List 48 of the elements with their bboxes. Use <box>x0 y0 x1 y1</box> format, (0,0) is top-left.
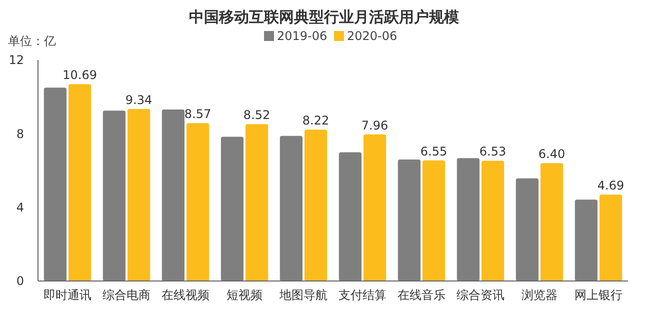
x-tick-label: 地图导航 <box>278 288 328 302</box>
bar <box>456 158 480 281</box>
x-tick-label: 在线音乐 <box>398 288 446 302</box>
legend-label: 2020-06 <box>347 29 398 43</box>
data-label: 8.22 <box>302 114 330 128</box>
x-tick-label: 支付结算 <box>338 288 386 302</box>
x-tick-label: 短视频 <box>226 288 262 302</box>
data-label: 7.96 <box>361 118 388 132</box>
bar <box>422 160 446 281</box>
bar <box>338 152 362 281</box>
bar <box>68 84 92 281</box>
data-label: 6.55 <box>420 144 448 158</box>
bar <box>280 136 303 281</box>
bar <box>127 108 150 281</box>
data-label: 10.69 <box>62 68 97 82</box>
y-tick-label: 4 <box>16 200 24 215</box>
data-label: 4.69 <box>597 178 624 193</box>
bar <box>304 130 328 281</box>
bar <box>481 160 504 281</box>
data-label: 6.53 <box>479 144 506 159</box>
data-label: 8.52 <box>243 108 270 122</box>
bar <box>44 88 67 281</box>
x-tick-label: 综合资讯 <box>456 288 504 302</box>
bar <box>516 178 539 281</box>
data-label: 6.40 <box>538 147 566 162</box>
bar <box>398 159 421 281</box>
y-tick-label: 12 <box>8 53 24 68</box>
y-tick-label: 0 <box>16 274 24 288</box>
chart-title: 中国移动互联网典型行业月活跃用户规模 <box>189 8 460 26</box>
bar <box>102 110 126 281</box>
data-label: 8.57 <box>184 107 212 122</box>
bar <box>220 136 244 281</box>
y-tick-label: 8 <box>16 126 24 141</box>
bar <box>162 110 185 281</box>
x-tick-label: 网上银行 <box>574 288 622 302</box>
bar <box>186 123 210 281</box>
bar <box>540 163 564 281</box>
bar <box>245 124 268 281</box>
x-tick-label: 浏览器 <box>522 288 558 302</box>
legend-label: 2019-06 <box>277 29 328 43</box>
data-label: 9.34 <box>125 92 152 107</box>
bar <box>363 134 386 281</box>
bar <box>574 200 598 281</box>
text: 单位：亿 <box>8 34 56 48</box>
x-tick-label: 在线视频 <box>162 288 210 302</box>
x-tick-label: 即时通讯 <box>44 288 92 302</box>
bar <box>599 194 622 281</box>
x-tick-label: 综合电商 <box>102 288 150 302</box>
